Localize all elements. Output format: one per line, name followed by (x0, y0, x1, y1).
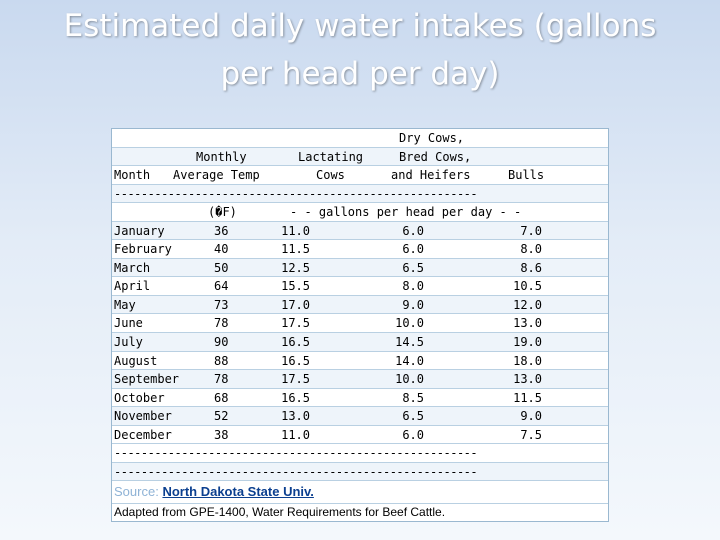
cell-bulls: 8.0 (520, 242, 542, 257)
cell-month: December (114, 427, 172, 442)
cell-month: July (114, 335, 143, 350)
cell-bulls: 13.0 (513, 316, 542, 331)
cell-temp: 73 (214, 297, 229, 312)
header-month: Month (114, 168, 151, 183)
table-row: October 68 16.5 8.5 11.5 (112, 389, 608, 408)
cell-bulls: 12.0 (513, 297, 542, 312)
cell-lactating: 16.5 (281, 335, 310, 350)
table-row: January 36 11.0 6.0 7.0 (112, 221, 608, 241)
cell-month: September (114, 372, 180, 387)
cell-temp: 40 (214, 242, 229, 257)
cell-dry-cows: 6.0 (402, 223, 424, 238)
cell-temp: 78 (214, 372, 229, 387)
units-temp: (�F) (208, 205, 237, 220)
table-row: June 78 17.5 10.0 13.0 (112, 314, 608, 334)
cell-month: January (114, 223, 165, 238)
cell-lactating: 11.0 (281, 427, 310, 442)
table-row: February 40 11.5 6.0 8.0 (112, 240, 608, 259)
table-row: July 90 16.5 14.5 19.0 (112, 333, 608, 352)
cell-lactating: 12.5 (281, 260, 310, 275)
cell-month: August (114, 353, 158, 368)
cell-temp: 68 (214, 390, 229, 405)
table-row: September 78 17.5 10.0 13.0 (112, 370, 608, 389)
data-rows: January 36 11.0 6.0 7.0 February 40 11.5 6.0 8.0 M… (112, 221, 608, 445)
header-and-heifers: and Heifers (391, 168, 471, 183)
header-average-temp: Average Temp (173, 168, 260, 183)
cell-dry-cows: 14.5 (395, 335, 424, 350)
cell-month: March (114, 260, 151, 275)
cell-dry-cows: 6.0 (402, 427, 424, 442)
table-row: March 50 12.5 6.5 8.6 (112, 258, 608, 278)
header-lactating: Lactating (298, 149, 364, 164)
cell-month: June (114, 316, 143, 331)
source-link[interactable]: North Dakota State Univ. (162, 484, 314, 500)
cell-dry-cows: 14.0 (395, 353, 424, 368)
cell-lactating: 17.5 (281, 372, 310, 387)
cell-bulls: 9.0 (520, 409, 542, 424)
cell-month: October (114, 390, 165, 405)
cell-bulls: 19.0 (513, 335, 542, 350)
cell-lactating: 17.0 (281, 297, 310, 312)
header-row-3: Month Average Temp Cows and Heifers Bull… (112, 166, 608, 185)
header-monthly: Monthly (196, 149, 247, 164)
cell-month: November (114, 409, 172, 424)
units-gallons: - - gallons per head per day - - (290, 205, 522, 220)
cell-bulls: 10.5 (513, 279, 542, 294)
cell-bulls: 13.0 (513, 372, 542, 387)
cell-bulls: 18.0 (513, 353, 542, 368)
cell-temp: 38 (214, 427, 229, 442)
slide-title: Estimated daily water intakes (gallons p… (20, 2, 700, 98)
cell-lactating: 13.0 (281, 409, 310, 424)
cell-dry-cows: 10.0 (395, 372, 424, 387)
cell-lactating: 17.5 (281, 316, 310, 331)
cell-temp: 52 (214, 409, 229, 424)
cell-temp: 78 (214, 316, 229, 331)
adapted-note: Adapted from GPE-1400, Water Requirement… (114, 505, 446, 520)
header-cows: Cows (316, 168, 345, 183)
cell-lactating: 15.5 (281, 279, 310, 294)
header-bred-cows: Bred Cows, (399, 149, 472, 164)
cell-temp: 50 (214, 260, 229, 275)
cell-dry-cows: 6.0 (402, 242, 424, 257)
source-line: Source: North Dakota State Univ. (112, 481, 608, 505)
header-row-1: Dry Cows, (112, 129, 608, 148)
divider-row: ----------------------------------------… (112, 462, 608, 482)
header-bulls: Bulls (508, 168, 545, 183)
cell-dry-cows: 8.0 (402, 279, 424, 294)
cell-month: May (114, 297, 136, 312)
cell-bulls: 7.0 (520, 223, 542, 238)
cell-lactating: 16.5 (281, 353, 310, 368)
header-row-2: Monthly Lactating Bred Cows, (112, 147, 608, 167)
table-row: May 73 17.0 9.0 12.0 (112, 295, 608, 315)
cell-temp: 36 (214, 223, 229, 238)
cell-lactating: 16.5 (281, 390, 310, 405)
cell-bulls: 11.5 (513, 390, 542, 405)
title-line-1: Estimated daily water intakes (gallons (63, 8, 657, 44)
cell-temp: 64 (214, 279, 229, 294)
cell-dry-cows: 9.0 (402, 297, 424, 312)
table-row: December 38 11.0 6.0 7.5 (112, 426, 608, 445)
cell-lactating: 11.0 (281, 223, 310, 238)
header-dry-cows: Dry Cows, (399, 131, 465, 145)
cell-month: February (114, 242, 172, 257)
cell-dry-cows: 6.5 (402, 260, 424, 275)
cell-dry-cows: 8.5 (402, 390, 424, 405)
cell-lactating: 11.5 (281, 242, 310, 257)
divider-row: ----------------------------------------… (112, 444, 608, 463)
water-intake-table: Dry Cows, Monthly Lactating Bred Cows, M… (111, 128, 609, 523)
table-row: April 64 15.5 8.0 10.5 (112, 277, 608, 296)
cell-bulls: 7.5 (520, 427, 542, 442)
table-row: November 52 13.0 6.5 9.0 (112, 407, 608, 426)
cell-dry-cows: 6.5 (402, 409, 424, 424)
title-line-2: per head per day) (220, 56, 500, 92)
cell-month: April (114, 279, 151, 294)
cell-bulls: 8.6 (520, 260, 542, 275)
cell-temp: 90 (214, 335, 229, 350)
source-label: Source: (114, 484, 159, 500)
table-row: August 88 16.5 14.0 18.0 (112, 352, 608, 371)
units-row: (�F) - - gallons per head per day - - (112, 203, 608, 222)
cell-temp: 88 (214, 353, 229, 368)
cell-dry-cows: 10.0 (395, 316, 424, 331)
divider-row: ----------------------------------------… (112, 184, 608, 204)
